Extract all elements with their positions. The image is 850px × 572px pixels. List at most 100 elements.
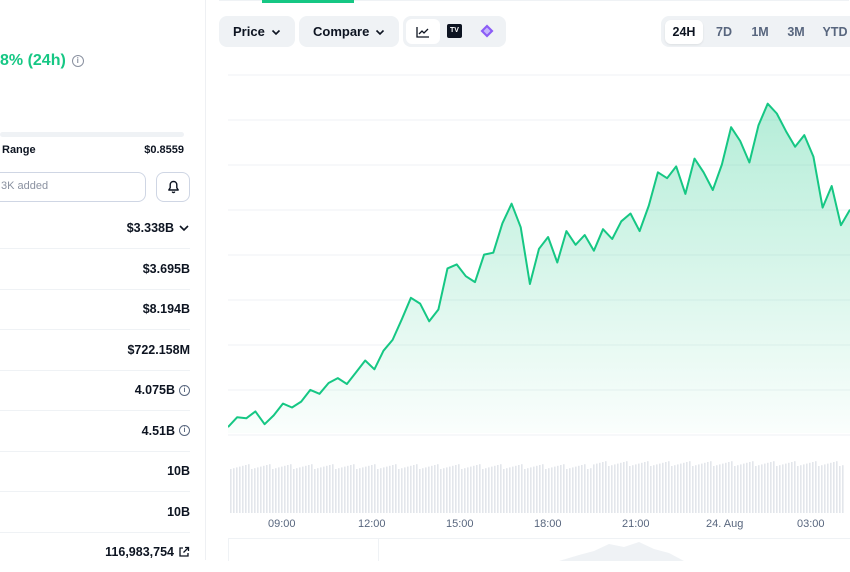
price-area-fill	[228, 103, 850, 433]
compare-dropdown[interactable]: Compare	[299, 16, 399, 47]
volume-bar	[248, 464, 250, 513]
volume-bar	[491, 466, 493, 513]
volume-bar	[494, 465, 496, 513]
volume-bar	[788, 462, 790, 513]
volume-bar	[476, 465, 478, 513]
chevron-down-icon	[271, 29, 280, 35]
range-button-ytd[interactable]: YTD	[822, 25, 848, 39]
volume-bar	[731, 461, 733, 513]
volume-bar	[230, 469, 232, 513]
volume-bar	[419, 469, 421, 513]
volume-bar	[440, 469, 442, 513]
volume-bar	[614, 464, 616, 513]
volume-bar	[434, 465, 436, 513]
volume-bar	[821, 465, 823, 513]
x-axis-tick-label: 12:00	[358, 518, 386, 530]
stat-value-text: $3.338B	[126, 221, 174, 235]
volume-bar	[713, 466, 715, 513]
external-link-icon[interactable]	[178, 546, 190, 558]
volume-bar	[803, 464, 805, 513]
volume-bar	[431, 465, 433, 513]
volume-bar	[839, 466, 841, 513]
volume-bar	[407, 466, 409, 513]
range-label: Range	[2, 144, 36, 156]
volume-bar	[716, 465, 718, 513]
volume-bar	[377, 469, 379, 513]
volume-bar	[782, 464, 784, 513]
price-dropdown[interactable]: Price	[219, 16, 295, 47]
volume-bar	[257, 467, 259, 513]
price-line[interactable]	[228, 102, 850, 428]
stat-row: 4.075B i	[0, 370, 190, 411]
volume-bar	[662, 462, 664, 513]
volume-bar	[767, 462, 769, 513]
volume-bar	[326, 465, 328, 513]
volume-bar	[500, 464, 502, 513]
volume-bar	[488, 467, 490, 513]
volume-bar	[416, 464, 418, 513]
volume-bar	[287, 465, 289, 513]
volume-bar	[797, 466, 799, 513]
volume-bar	[527, 468, 529, 513]
volume-bar	[581, 465, 583, 513]
stat-row: 116,983,754	[0, 532, 190, 572]
info-icon[interactable]: i	[179, 425, 190, 436]
volume-bar	[725, 462, 727, 513]
depth-chart-button[interactable]	[480, 24, 494, 43]
volume-bar	[389, 465, 391, 513]
volume-bar	[446, 467, 448, 513]
stat-value-text: 4.51B	[141, 423, 175, 438]
x-axis-tick-label: 21:00	[622, 518, 650, 530]
stat-row: $8.194B	[0, 289, 190, 330]
stat-value-text: $8.194B	[142, 302, 190, 316]
volume-bar	[350, 465, 352, 513]
stat-value-text: 10B	[167, 504, 190, 519]
price-chart[interactable]	[228, 70, 850, 515]
volume-bar	[413, 465, 415, 513]
volume-bar	[296, 468, 298, 513]
range-button-3m[interactable]: 3M	[787, 25, 805, 39]
chevron-down-icon[interactable]	[178, 223, 190, 233]
volume-bar	[557, 465, 559, 513]
line-chart-button[interactable]	[406, 19, 440, 44]
volume-bar	[800, 465, 802, 513]
volume-bar	[263, 465, 265, 513]
volume-bar	[680, 463, 682, 513]
volume-bar	[323, 466, 325, 513]
info-icon[interactable]: i	[179, 384, 190, 396]
navigator-handle[interactable]	[378, 539, 379, 561]
stat-value-text: $3.695B	[142, 261, 190, 276]
range-button-7d[interactable]: 7D	[716, 25, 732, 39]
volume-bar	[704, 462, 706, 513]
volume-bar	[836, 461, 838, 513]
volume-bar	[473, 465, 475, 513]
volume-bar	[515, 465, 517, 513]
range-button-1m[interactable]: 1M	[751, 25, 769, 39]
volume-bar	[497, 465, 499, 513]
stat-row: 10B	[0, 451, 190, 492]
range-button-24h[interactable]: 24H	[665, 20, 703, 44]
volume-bar	[464, 468, 466, 513]
volume-bar	[368, 465, 370, 513]
volume-bar	[485, 468, 487, 513]
volume-bar	[293, 469, 295, 513]
volume-bar	[398, 469, 400, 513]
volume-bar	[569, 468, 571, 513]
volume-bar	[599, 462, 601, 513]
info-icon[interactable]: i	[71, 55, 84, 67]
watchlist-input[interactable]: 3K added	[0, 172, 146, 202]
volume-bar	[254, 468, 256, 513]
volume-bar	[458, 464, 460, 513]
volume-bar	[512, 466, 514, 513]
volume-bar	[314, 469, 316, 513]
volume-bar	[761, 464, 763, 513]
volume-bar	[449, 466, 451, 513]
tradingview-icon[interactable]: TV	[447, 24, 462, 38]
price-alert-button[interactable]	[156, 172, 190, 202]
volume-bar	[626, 461, 628, 513]
volume-bar	[587, 469, 589, 513]
volume-bar	[596, 463, 598, 513]
volume-bar	[794, 461, 796, 513]
x-axis-tick-label: 15:00	[446, 518, 474, 530]
range-navigator[interactable]	[228, 538, 850, 561]
